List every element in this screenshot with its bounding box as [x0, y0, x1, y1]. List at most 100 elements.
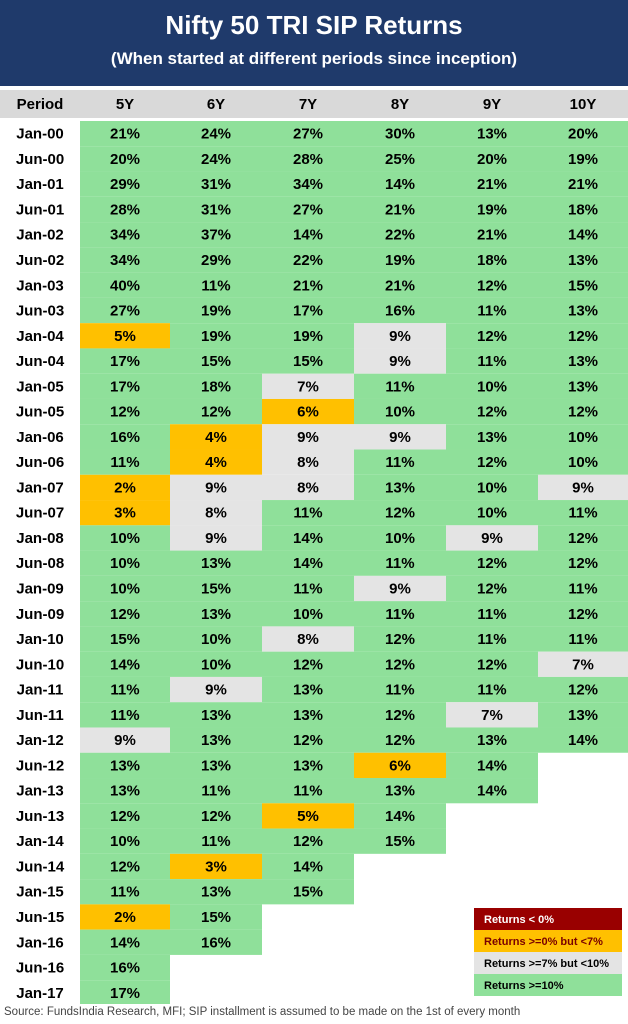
- cell-value: 12%: [477, 328, 507, 345]
- cell-value: 20%: [110, 151, 140, 168]
- cell-background: [80, 727, 170, 753]
- cell-background: [538, 297, 628, 324]
- cell-value: 15%: [568, 277, 598, 294]
- cell-value: 18%: [477, 252, 507, 269]
- cell-background: [262, 373, 354, 399]
- cell-value: 4%: [205, 454, 227, 471]
- cell-value: 10%: [477, 479, 507, 496]
- cell-value: 14%: [385, 176, 415, 193]
- period-label: Jun-09: [16, 606, 64, 623]
- cell-background: [80, 879, 170, 905]
- period-label: Jun-03: [16, 303, 64, 320]
- cell-value: 12%: [201, 808, 231, 825]
- cell-background: [262, 348, 354, 374]
- cell-background: [170, 601, 262, 627]
- cell-background: [354, 626, 446, 652]
- cell-value: 27%: [293, 201, 323, 218]
- cell-value: 13%: [201, 884, 231, 901]
- cell-background: [354, 601, 446, 627]
- cell-background: [354, 449, 446, 475]
- period-label: Jun-01: [16, 201, 64, 218]
- cell-background: [80, 626, 170, 652]
- cell-value: 3%: [114, 505, 136, 522]
- cell-value: 13%: [477, 732, 507, 749]
- cell-background: [354, 752, 446, 779]
- cell-background: [446, 373, 538, 399]
- cell-value: 27%: [293, 126, 323, 143]
- cell-value: 9%: [205, 479, 227, 496]
- cell-background: [538, 626, 628, 652]
- period-label: Jan-14: [16, 833, 64, 850]
- cell-background: [354, 525, 446, 551]
- cell-background: [262, 626, 354, 652]
- cell-value: 21%: [110, 126, 140, 143]
- cell-background: [538, 272, 628, 298]
- cell-background: [170, 803, 262, 829]
- cell-background: [80, 297, 170, 324]
- cell-value: 15%: [201, 580, 231, 597]
- legend-label: Returns >=0% but <7%: [484, 936, 603, 948]
- period-label: Jan-17: [16, 985, 64, 1002]
- cell-background: [262, 752, 354, 779]
- cell-value: 34%: [110, 227, 140, 244]
- cell-background: [80, 171, 170, 197]
- cell-value: 2%: [114, 479, 136, 496]
- cell-value: 4%: [205, 429, 227, 446]
- legend-swatch: [474, 974, 622, 996]
- cell-background: [354, 146, 446, 172]
- cell-background: [354, 550, 446, 576]
- column-header-10y: 10Y: [570, 96, 597, 113]
- cell-background: [446, 525, 538, 551]
- cell-background: [262, 196, 354, 223]
- cell-value: 10%: [385, 404, 415, 421]
- cell-background: [354, 222, 446, 248]
- cell-value: 8%: [297, 454, 319, 471]
- cell-value: 13%: [568, 353, 598, 370]
- cell-background: [354, 803, 446, 829]
- cell-value: 34%: [293, 176, 323, 193]
- cell-value: 12%: [293, 732, 323, 749]
- cell-value: 11%: [568, 580, 597, 597]
- cell-value: 13%: [201, 732, 231, 749]
- cell-value: 14%: [568, 732, 598, 749]
- cell-background: [262, 500, 354, 526]
- cell-value: 10%: [201, 631, 231, 648]
- cell-value: 9%: [389, 353, 411, 370]
- cell-background: [354, 196, 446, 223]
- cell-value: 14%: [293, 227, 323, 244]
- cell-value: 19%: [568, 151, 598, 168]
- cell-value: 13%: [110, 783, 140, 800]
- cell-value: 10%: [477, 505, 507, 522]
- cell-value: 13%: [293, 707, 323, 724]
- cell-background: [170, 651, 262, 677]
- cell-background: [446, 247, 538, 273]
- cell-value: 12%: [477, 404, 507, 421]
- cell-background: [80, 980, 170, 1004]
- cell-background: [80, 803, 170, 829]
- period-label: Jun-15: [16, 909, 64, 926]
- cell-background: [262, 171, 354, 197]
- cell-value: 13%: [201, 555, 231, 572]
- cell-background: [170, 676, 262, 703]
- cell-background: [80, 121, 170, 147]
- cell-value: 13%: [477, 126, 507, 143]
- legend-label: Returns >=10%: [484, 980, 564, 992]
- cell-background: [262, 727, 354, 753]
- cell-background: [80, 550, 170, 576]
- period-label: Jan-07: [16, 479, 64, 496]
- column-header-5y: 5Y: [116, 96, 134, 113]
- cell-value: 3%: [205, 858, 227, 875]
- cell-value: 12%: [385, 631, 415, 648]
- cell-value: 10%: [477, 378, 507, 395]
- cell-background: [446, 575, 538, 602]
- cell-value: 18%: [201, 378, 231, 395]
- cell-value: 13%: [385, 479, 415, 496]
- cell-background: [446, 601, 538, 627]
- cell-value: 21%: [385, 277, 415, 294]
- cell-value: 8%: [297, 631, 319, 648]
- cell-background: [446, 778, 538, 804]
- cell-value: 9%: [205, 530, 227, 547]
- cell-value: 9%: [572, 479, 594, 496]
- cell-value: 13%: [293, 757, 323, 774]
- cell-value: 7%: [297, 378, 319, 395]
